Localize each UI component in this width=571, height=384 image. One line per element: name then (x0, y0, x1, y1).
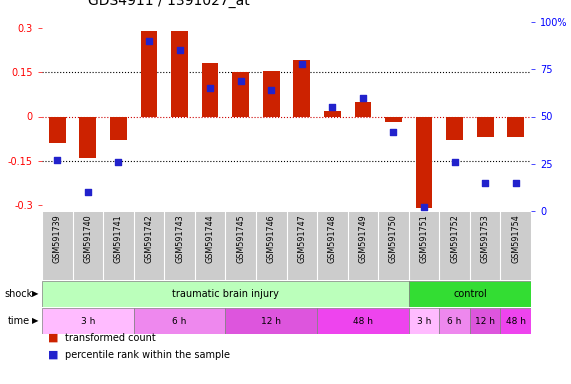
Point (511, 180, 520, 186)
Point (83, 189, 93, 195)
Text: 6 h: 6 h (448, 316, 462, 326)
Text: time: time (8, 316, 30, 326)
Text: ■: ■ (48, 350, 58, 360)
Bar (171, 31, 188, 116)
Text: 6 h: 6 h (172, 316, 187, 326)
Point (114, 159, 123, 165)
Bar (110, 116, 127, 140)
Text: 12 h: 12 h (475, 316, 495, 326)
Point (481, 180, 490, 186)
Text: traumatic brain injury: traumatic brain injury (172, 289, 279, 299)
Point (206, 85, 215, 91)
Bar (409, 281, 531, 307)
Text: GDS4911 / 1391027_at: GDS4911 / 1391027_at (88, 0, 250, 8)
Text: GSM591741: GSM591741 (114, 214, 123, 263)
Point (450, 159, 459, 165)
Bar (385, 116, 402, 122)
Text: GSM591753: GSM591753 (481, 214, 490, 263)
Bar (140, 31, 158, 116)
Text: GSM591751: GSM591751 (420, 214, 428, 263)
Point (267, 87, 276, 93)
Text: GSM591744: GSM591744 (206, 214, 215, 263)
Bar (42, 308, 134, 334)
Point (175, 47, 184, 53)
Bar (416, 116, 432, 208)
Text: control: control (453, 289, 486, 299)
Bar (293, 60, 310, 116)
Bar (42, 281, 409, 307)
Point (420, 204, 429, 210)
Bar (409, 308, 439, 334)
Text: ▶: ▶ (32, 290, 38, 298)
Text: GSM591747: GSM591747 (297, 214, 306, 263)
Bar (79, 116, 96, 158)
Bar (317, 308, 409, 334)
Text: GSM591740: GSM591740 (83, 214, 93, 263)
Bar (477, 116, 493, 137)
Point (328, 104, 337, 110)
Text: GSM591742: GSM591742 (144, 214, 154, 263)
Bar (446, 116, 463, 140)
Bar (355, 102, 371, 116)
Point (389, 129, 398, 135)
Point (359, 94, 368, 101)
Text: 48 h: 48 h (506, 316, 526, 326)
Bar (263, 71, 280, 116)
Bar (202, 63, 219, 116)
Text: GSM591754: GSM591754 (511, 214, 520, 263)
Bar (49, 116, 66, 143)
Text: ■: ■ (48, 333, 58, 343)
Text: GSM591750: GSM591750 (389, 214, 398, 263)
Bar (470, 308, 500, 334)
Text: GSM591739: GSM591739 (53, 214, 62, 263)
Text: 3 h: 3 h (81, 316, 95, 326)
Bar (500, 308, 531, 334)
Text: 48 h: 48 h (353, 316, 373, 326)
Bar (226, 308, 317, 334)
Point (236, 78, 245, 84)
Text: GSM591752: GSM591752 (450, 214, 459, 263)
Text: ▶: ▶ (32, 316, 38, 326)
Bar (324, 111, 341, 116)
Bar (232, 72, 249, 116)
Point (297, 61, 307, 67)
Text: 3 h: 3 h (417, 316, 431, 326)
Text: GSM591748: GSM591748 (328, 214, 337, 263)
Text: GSM591743: GSM591743 (175, 214, 184, 263)
Point (144, 38, 154, 44)
Point (53, 157, 62, 163)
Bar (134, 308, 226, 334)
Text: GSM591749: GSM591749 (359, 214, 367, 263)
Text: shock: shock (4, 289, 32, 299)
Text: transformed count: transformed count (65, 333, 155, 343)
Text: GSM591745: GSM591745 (236, 214, 245, 263)
Text: GSM591746: GSM591746 (267, 214, 276, 263)
Bar (439, 308, 470, 334)
Bar (507, 116, 524, 137)
Text: 12 h: 12 h (261, 316, 282, 326)
Text: percentile rank within the sample: percentile rank within the sample (65, 350, 230, 360)
